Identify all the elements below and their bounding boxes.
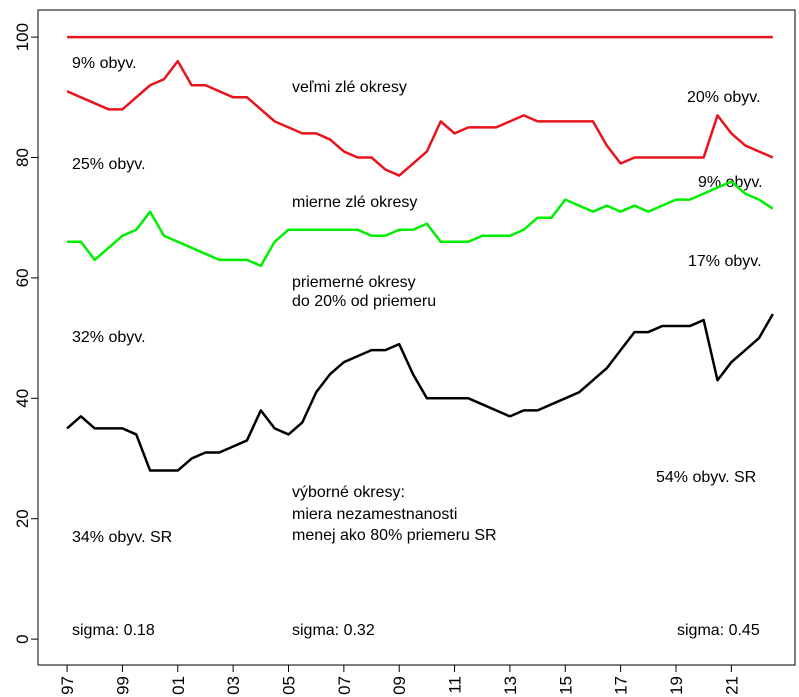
- annotation: 34% obyv. SR: [72, 529, 172, 546]
- x-tick-label: 13: [501, 676, 520, 695]
- x-tick-label: 15: [556, 676, 575, 695]
- y-tick-label: 60: [13, 268, 32, 287]
- y-tick-label: 40: [13, 389, 32, 408]
- plot-frame: [37, 9, 796, 666]
- x-tick-label: 99: [113, 676, 132, 695]
- y-tick-label: 80: [13, 148, 32, 167]
- x-tick-label: 97: [58, 676, 77, 695]
- x-tick-label: 17: [612, 676, 631, 695]
- x-tick-label: 01: [169, 676, 188, 695]
- annotation: 9% obyv.: [72, 55, 137, 72]
- annotations: 9% obyv. veľmi zlé okresy 20% obyv. 25% …: [72, 55, 763, 639]
- annotation: sigma: 0.32: [292, 622, 375, 639]
- y-tick-label: 20: [13, 509, 32, 528]
- annotation: menej ako 80% priemeru SR: [292, 527, 497, 544]
- x-tick-label: 21: [722, 676, 741, 695]
- x-tick-label: 03: [224, 676, 243, 695]
- annotation: 20% obyv.: [687, 89, 761, 106]
- annotation: 54% obyv. SR: [656, 469, 756, 486]
- x-tick-label: 09: [390, 676, 409, 695]
- annotation: miera nezamestnanosti: [292, 506, 457, 523]
- annotation: 25% obyv.: [72, 156, 146, 173]
- y-tick-label: 100: [13, 23, 32, 51]
- series-line: [66, 313, 774, 472]
- series-line: [66, 59, 774, 177]
- x-tick-label: 07: [335, 676, 354, 695]
- annotation: veľmi zlé okresy: [292, 79, 407, 96]
- annotation: mierne zlé okresy: [292, 194, 417, 211]
- annotation: sigma: 0.45: [677, 622, 760, 639]
- series-line: [67, 180, 774, 268]
- x-tick-label: 19: [667, 676, 686, 695]
- annotation: sigma: 0.18: [72, 622, 155, 639]
- y-tick-label: 0: [13, 634, 32, 643]
- annotation: 17% obyv.: [688, 253, 762, 270]
- x-tick-label: 11: [446, 676, 465, 694]
- annotation: do 20% od priemeru: [292, 293, 436, 310]
- annotation: výborné okresy:: [292, 484, 405, 501]
- annotation: 32% obyv.: [72, 329, 146, 346]
- annotation: priemerné okresy: [292, 274, 416, 291]
- x-tick-label: 05: [279, 676, 298, 695]
